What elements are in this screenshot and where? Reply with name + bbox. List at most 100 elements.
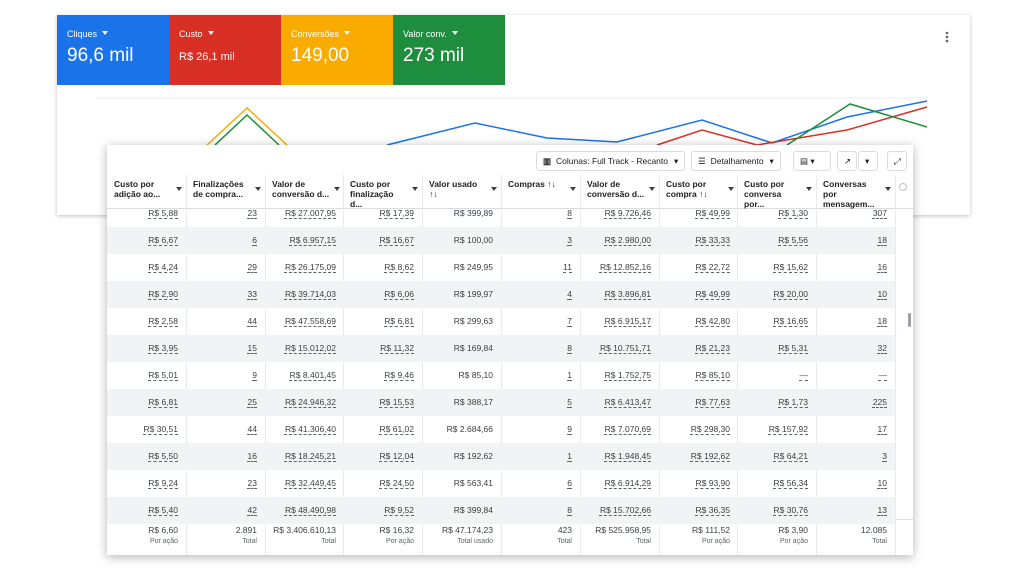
export-button[interactable]: ↗	[837, 151, 857, 171]
cell-value[interactable]: 8	[567, 208, 572, 218]
column-header[interactable]: Custo por conversa por...	[737, 175, 816, 209]
cell-value[interactable]: R$ 33,33	[695, 235, 731, 245]
export-menu[interactable]: ▾	[858, 151, 878, 171]
cell-value[interactable]: R$ 20,00	[773, 289, 809, 299]
cell-value[interactable]: R$ 298,30	[690, 424, 730, 434]
cell-value[interactable]: 33	[247, 289, 257, 299]
cell-value[interactable]: 3	[567, 235, 572, 245]
cell-value[interactable]: 16	[247, 451, 257, 461]
cell-value[interactable]: R$ 6,81	[384, 316, 414, 326]
cell-value[interactable]: R$ 41.306,40	[284, 424, 336, 434]
cell-value[interactable]: 225	[872, 397, 887, 407]
cell-value[interactable]: 1	[567, 451, 572, 461]
cell-value[interactable]: R$ 6,81	[148, 397, 178, 407]
cell-value[interactable]: 42	[247, 505, 257, 515]
cell-value[interactable]: 13	[877, 505, 887, 515]
cell-value[interactable]: 5	[567, 397, 572, 407]
settings-icon[interactable]	[899, 183, 907, 191]
cell-value[interactable]: R$ 6,67	[148, 235, 178, 245]
cell-value[interactable]: R$ 5,40	[148, 505, 178, 515]
cell-value[interactable]: 9	[252, 370, 257, 380]
cell-value[interactable]: R$ 30,51	[143, 424, 179, 434]
cell-value[interactable]: R$ 39.714,03	[284, 289, 336, 299]
cell-value[interactable]: R$ 6.914,29	[604, 478, 651, 488]
metric-tile[interactable]: Valor conv. 273 mil	[393, 15, 505, 85]
cell-value[interactable]: R$ 1,73	[778, 397, 808, 407]
cell-value[interactable]: R$ 15,62	[773, 262, 809, 272]
cell-value[interactable]: R$ 16,65	[773, 316, 809, 326]
cell-value[interactable]: —	[878, 370, 888, 380]
scrollbar[interactable]	[908, 313, 911, 327]
cell-value[interactable]: 10	[877, 478, 887, 488]
cell-value[interactable]: R$ 9.726,46	[604, 208, 651, 218]
cell-value[interactable]: 7	[567, 316, 572, 326]
cell-value[interactable]: R$ 27.007,95	[284, 208, 336, 218]
cell-value[interactable]: —	[799, 370, 809, 380]
cell-value[interactable]: R$ 15.702,66	[599, 505, 651, 515]
cell-value[interactable]: 9	[567, 424, 572, 434]
cell-value[interactable]: R$ 36,35	[695, 505, 731, 515]
cell-value[interactable]: R$ 22,72	[695, 262, 731, 272]
cell-value[interactable]: R$ 12,04	[379, 451, 415, 461]
cell-value[interactable]: R$ 6,06	[384, 289, 414, 299]
column-header[interactable]: Compras ↑↓	[501, 175, 580, 209]
cell-value[interactable]: R$ 6.413,47	[604, 397, 651, 407]
cell-value[interactable]: R$ 1.948,45	[604, 451, 651, 461]
cell-value[interactable]: 25	[247, 397, 257, 407]
cell-value[interactable]: R$ 24,50	[379, 478, 415, 488]
cell-value[interactable]: 3	[882, 451, 887, 461]
cell-value[interactable]: R$ 47.558,69	[284, 316, 336, 326]
chart-button[interactable]: ⤢	[887, 151, 907, 171]
report-button[interactable]: ▤ ▾	[793, 151, 831, 171]
cell-value[interactable]: R$ 26.175,09	[284, 262, 336, 272]
cell-value[interactable]: R$ 157,92	[768, 424, 808, 434]
cell-value[interactable]: 6	[567, 478, 572, 488]
cell-value[interactable]: R$ 17,39	[379, 208, 415, 218]
breakdown-button[interactable]: ☰ Detalhamento ▾	[691, 151, 781, 171]
column-header[interactable]: Custo por finalização d...	[343, 175, 422, 209]
cell-value[interactable]: 6	[252, 235, 257, 245]
cell-value[interactable]: R$ 32.449,45	[284, 478, 336, 488]
cell-value[interactable]: R$ 2,90	[148, 289, 178, 299]
column-header[interactable]: Valor usado ↑↓	[422, 175, 501, 209]
cell-value[interactable]: R$ 1.752,75	[604, 370, 651, 380]
cell-value[interactable]: 1	[567, 370, 572, 380]
cell-value[interactable]: 307	[872, 208, 887, 218]
cell-value[interactable]: 8	[567, 505, 572, 515]
cell-value[interactable]: 18	[877, 235, 887, 245]
cell-value[interactable]: R$ 3,95	[148, 343, 178, 353]
cell-value[interactable]: R$ 49,99	[695, 289, 731, 299]
cell-value[interactable]: 8	[567, 343, 572, 353]
cell-value[interactable]: R$ 5,88	[148, 208, 178, 218]
cell-value[interactable]: R$ 64,21	[773, 451, 809, 461]
cell-value[interactable]: R$ 16,67	[379, 235, 415, 245]
column-header[interactable]: Conversas por mensagem...	[816, 175, 895, 209]
cell-value[interactable]: R$ 77,63	[695, 397, 731, 407]
cell-value[interactable]: R$ 10.751,71	[599, 343, 651, 353]
column-header[interactable]: Valor de conversão d...	[580, 175, 659, 209]
cell-value[interactable]: 15	[247, 343, 257, 353]
cell-value[interactable]: R$ 93,90	[695, 478, 731, 488]
cell-value[interactable]: 32	[877, 343, 887, 353]
cell-value[interactable]: R$ 24.946,32	[284, 397, 336, 407]
column-header[interactable]: Finalizações de compra...	[186, 175, 265, 209]
cell-value[interactable]: R$ 15.012,02	[284, 343, 336, 353]
cell-value[interactable]: 11	[563, 262, 572, 272]
column-header[interactable]: Custo por compra ↑↓	[659, 175, 738, 209]
cell-value[interactable]: R$ 192,62	[690, 451, 730, 461]
cell-value[interactable]: R$ 5,01	[148, 370, 178, 380]
cell-value[interactable]: 29	[247, 262, 257, 272]
cell-value[interactable]: R$ 42,80	[695, 316, 731, 326]
cell-value[interactable]: R$ 21,23	[695, 343, 731, 353]
cell-value[interactable]: 10	[877, 289, 887, 299]
cell-value[interactable]: 23	[247, 208, 257, 218]
cell-value[interactable]: R$ 48.490,98	[284, 505, 336, 515]
cell-value[interactable]: R$ 5,50	[148, 451, 178, 461]
cell-value[interactable]: R$ 8,62	[384, 262, 414, 272]
cell-value[interactable]: 16	[877, 262, 887, 272]
cell-value[interactable]: 17	[877, 424, 887, 434]
cell-value[interactable]: R$ 6.915,17	[604, 316, 651, 326]
cell-value[interactable]: R$ 7.070,69	[604, 424, 651, 434]
more-menu[interactable]	[943, 30, 951, 44]
cell-value[interactable]: 44	[247, 316, 257, 326]
